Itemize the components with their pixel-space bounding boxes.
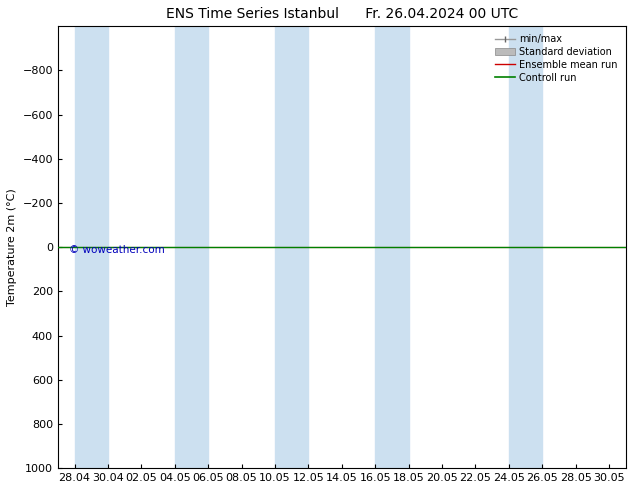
Text: © woweather.com: © woweather.com [69, 245, 165, 255]
Legend: min/max, Standard deviation, Ensemble mean run, Controll run: min/max, Standard deviation, Ensemble me… [492, 31, 621, 86]
Bar [375, 26, 408, 468]
Bar [275, 26, 308, 468]
Bar [509, 26, 542, 468]
Title: ENS Time Series Istanbul      Fr. 26.04.2024 00 UTC: ENS Time Series Istanbul Fr. 26.04.2024 … [165, 7, 518, 21]
Y-axis label: Temperature 2m (°C): Temperature 2m (°C) [7, 188, 17, 306]
Bar [175, 26, 208, 468]
Bar [75, 26, 108, 468]
